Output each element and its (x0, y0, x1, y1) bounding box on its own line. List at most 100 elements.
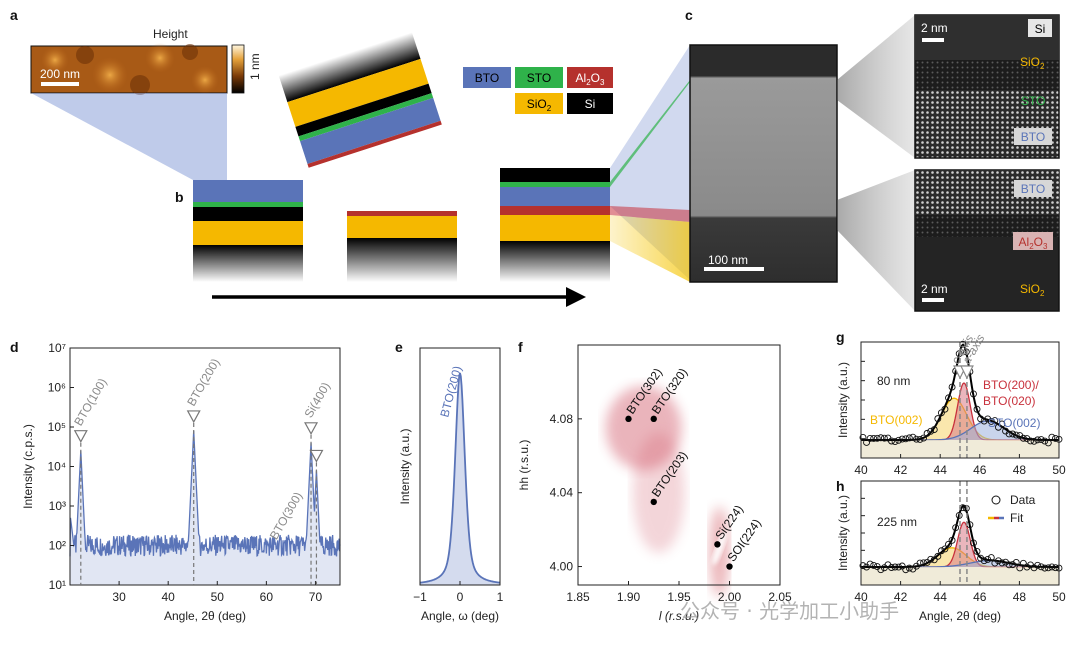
g-data-point (948, 383, 956, 391)
inset-bottom-projection (837, 170, 915, 311)
tem-projection-sto (610, 80, 690, 187)
f-intensity-streak (712, 531, 727, 566)
g-data-point (987, 418, 995, 425)
h-data-point (1016, 564, 1024, 572)
h-data-point (888, 564, 895, 571)
g-data-point (955, 350, 963, 358)
h-data-point (866, 560, 874, 568)
f-ylabel: hh (r.s.u.) (517, 440, 531, 491)
e-xtick-label: 0 (457, 590, 464, 604)
f-point (625, 415, 632, 423)
g-bto002-label: BTO(002) (870, 413, 922, 427)
h-data-point (859, 562, 867, 570)
f-point (726, 563, 733, 570)
h-data-point (1005, 561, 1013, 569)
g-data-point (970, 390, 977, 398)
h-component-fill (861, 522, 1059, 567)
h-xtick-label: 40 (854, 590, 868, 604)
g-data-point (898, 435, 906, 443)
g-xtick-label: 40 (854, 463, 868, 477)
h-data-point (877, 566, 885, 574)
g-data-point (977, 415, 985, 423)
inset-top-sto: STO (1021, 94, 1045, 108)
inset-top-bto: BTO (1021, 130, 1045, 144)
g-ylabel: Intensity (a.u.) (836, 362, 850, 438)
legend-al2o3: Al2O3 (576, 71, 605, 87)
g-data-point (1051, 435, 1059, 442)
h-data-point (927, 555, 935, 563)
d-peak-label: BTO(100) (71, 376, 109, 428)
g-data-point (866, 434, 874, 442)
g-xtick-label: 42 (894, 463, 908, 477)
e-ylabel: Intensity (a.u.) (398, 428, 412, 504)
chart-d: 30 40 50 60 70 10¹ 10² 10³ 10⁴ 10⁵ 10⁶ 10⁷ Angle, 2θ… (21, 341, 341, 623)
h-data-point (970, 539, 977, 547)
g-data-point (930, 426, 938, 434)
g-data-point (909, 433, 917, 441)
watermark: 公众号 · 光学加工小助手 (680, 599, 899, 623)
g-data-point (863, 439, 870, 446)
h-data-point (1041, 564, 1049, 572)
legend-bto: BTO (475, 71, 499, 85)
inset-bottom-al2o3: Al2O3 (1019, 235, 1048, 251)
h-data-point (870, 561, 878, 569)
g-data-point (1048, 433, 1056, 441)
h-ylabel: Intensity (a.u.) (836, 495, 850, 571)
h-data-point (1030, 564, 1038, 572)
tem-projection-sio2 (610, 215, 690, 282)
h-data-point (945, 540, 952, 548)
d-line (69, 430, 341, 558)
g-data-point (1044, 439, 1052, 447)
d-xtick-label: 30 (112, 590, 126, 604)
g-data-point (859, 434, 867, 441)
f-ytick-label: 4.08 (550, 412, 574, 426)
g-xtick-label: 44 (934, 463, 948, 477)
stack-2 (347, 211, 457, 282)
h-data-point (994, 557, 1002, 565)
stack-1 (193, 180, 303, 282)
inset-top-projection (837, 15, 915, 158)
tem-inset-bottom: BTO Al2O3 SiO2 2 nm (914, 169, 1060, 312)
h-data-point (1044, 564, 1052, 572)
g-data-point (945, 394, 952, 402)
legend-sio2: SiO2 (527, 97, 552, 113)
g-bto020-label: BTO(020) (983, 394, 1035, 408)
d-xtick-label: 40 (162, 590, 176, 604)
panel-label-h: h (836, 478, 845, 494)
h-data-point (1051, 564, 1059, 572)
g-data-point (1027, 437, 1034, 445)
tem-image (689, 44, 838, 283)
h-data-point (1009, 561, 1017, 569)
h-data-point (905, 564, 913, 572)
e-xtick-label: 1 (497, 590, 504, 604)
h-data-point (998, 559, 1006, 567)
h-data-point (895, 563, 903, 571)
h-xtick-label: 42 (894, 590, 908, 604)
h-total-fit (861, 505, 1060, 568)
d-peak-triangle (309, 449, 324, 463)
h-data-point (941, 545, 949, 553)
d-xtick-label: 50 (211, 590, 225, 604)
h-legend-fit: Fit (1010, 511, 1024, 525)
e-xlabel: Angle, ω (deg) (421, 609, 499, 623)
g-data-point (1034, 436, 1042, 444)
g-bto200-label: BTO(200)/ (983, 378, 1039, 392)
d-xtick-label: 70 (309, 590, 323, 604)
h-data-point (977, 554, 985, 562)
g-data-point (912, 435, 920, 443)
h-data-point (1048, 563, 1056, 571)
g-data-point (902, 435, 910, 443)
h-data-point (937, 547, 945, 555)
h-data-point (984, 556, 992, 563)
tem-projection-al2o3 (610, 206, 690, 222)
inset-top-sio2: SiO2 (1020, 55, 1045, 71)
h-xtick-label: 50 (1052, 590, 1066, 604)
chart-f: 1.85 1.90 1.95 2.00 2.05 4.00 4.04 4.08 l (r.s.u… (517, 344, 792, 623)
h-data-point (973, 547, 981, 555)
panel-label-b: b (175, 189, 184, 205)
f-point (650, 415, 657, 423)
g-data-point (870, 435, 878, 442)
inset-bottom-bto: BTO (1021, 182, 1045, 196)
g-data-point (998, 420, 1006, 428)
